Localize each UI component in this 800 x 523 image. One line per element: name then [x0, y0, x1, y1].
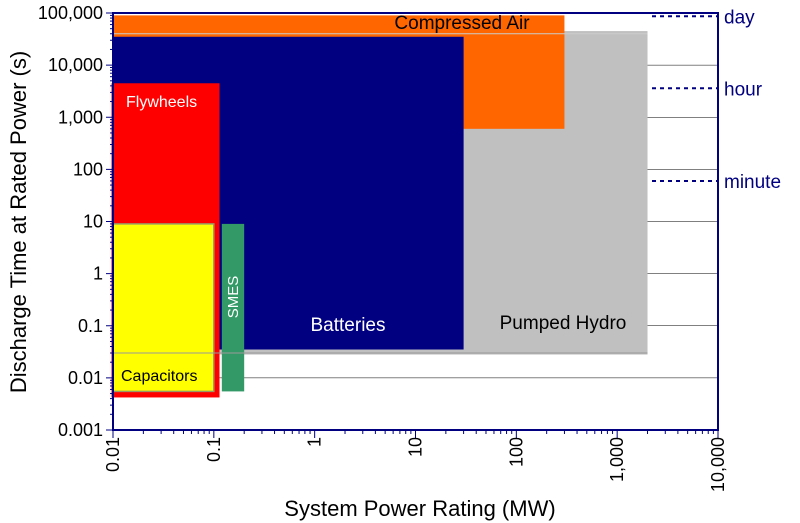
x-tick-label: 1,000	[607, 437, 627, 482]
y-tick-label: 10	[83, 212, 103, 232]
flywheels-label: Flywheels	[126, 94, 197, 111]
y-tick-label: 1	[93, 264, 103, 284]
ref-label-minute: minute	[724, 172, 781, 193]
x-tick-label: 10,000	[708, 437, 728, 492]
x-tick-label: 0.1	[204, 437, 224, 462]
smes-region	[221, 223, 245, 392]
time-reference-lines: day hour minute	[652, 7, 781, 193]
y-tick-label: 0.1	[78, 316, 103, 336]
y-tick-label: 100	[73, 159, 103, 179]
x-tick-label: 100	[506, 437, 526, 467]
y-tick-label: 100,000	[38, 3, 103, 23]
ref-label-hour: hour	[724, 79, 763, 100]
y-tick-label: 1,000	[58, 107, 103, 127]
x-axis-title: System Power Rating (MW)	[284, 496, 555, 521]
capacitors-label: Capacitors	[121, 368, 197, 385]
capacitors-region	[112, 223, 215, 393]
y-axis-title: Discharge Time at Rated Power (s)	[6, 51, 31, 393]
y-tick-label: 0.01	[68, 368, 103, 388]
storage-regions: Pumped Hydro Compressed Air Batteries Flywh…	[111, 13, 648, 398]
ref-label-day: day	[724, 7, 755, 28]
plot-frame	[106, 12, 719, 438]
batteries-label: Batteries	[311, 315, 386, 336]
pumped-hydro-label: Pumped Hydro	[500, 313, 627, 334]
x-tick-label: 0.01	[103, 437, 123, 472]
compressed-air-label: Compressed Air	[394, 13, 530, 34]
tick-labels: 0.0010.010.11101001,00010,000100,0000.01…	[38, 3, 728, 492]
x-tick-label: 10	[406, 437, 426, 457]
y-tick-label: 0.001	[58, 420, 103, 440]
x-tick-label: 1	[305, 437, 325, 447]
smes-label: SMES	[225, 276, 242, 319]
y-tick-label: 10,000	[48, 55, 103, 75]
